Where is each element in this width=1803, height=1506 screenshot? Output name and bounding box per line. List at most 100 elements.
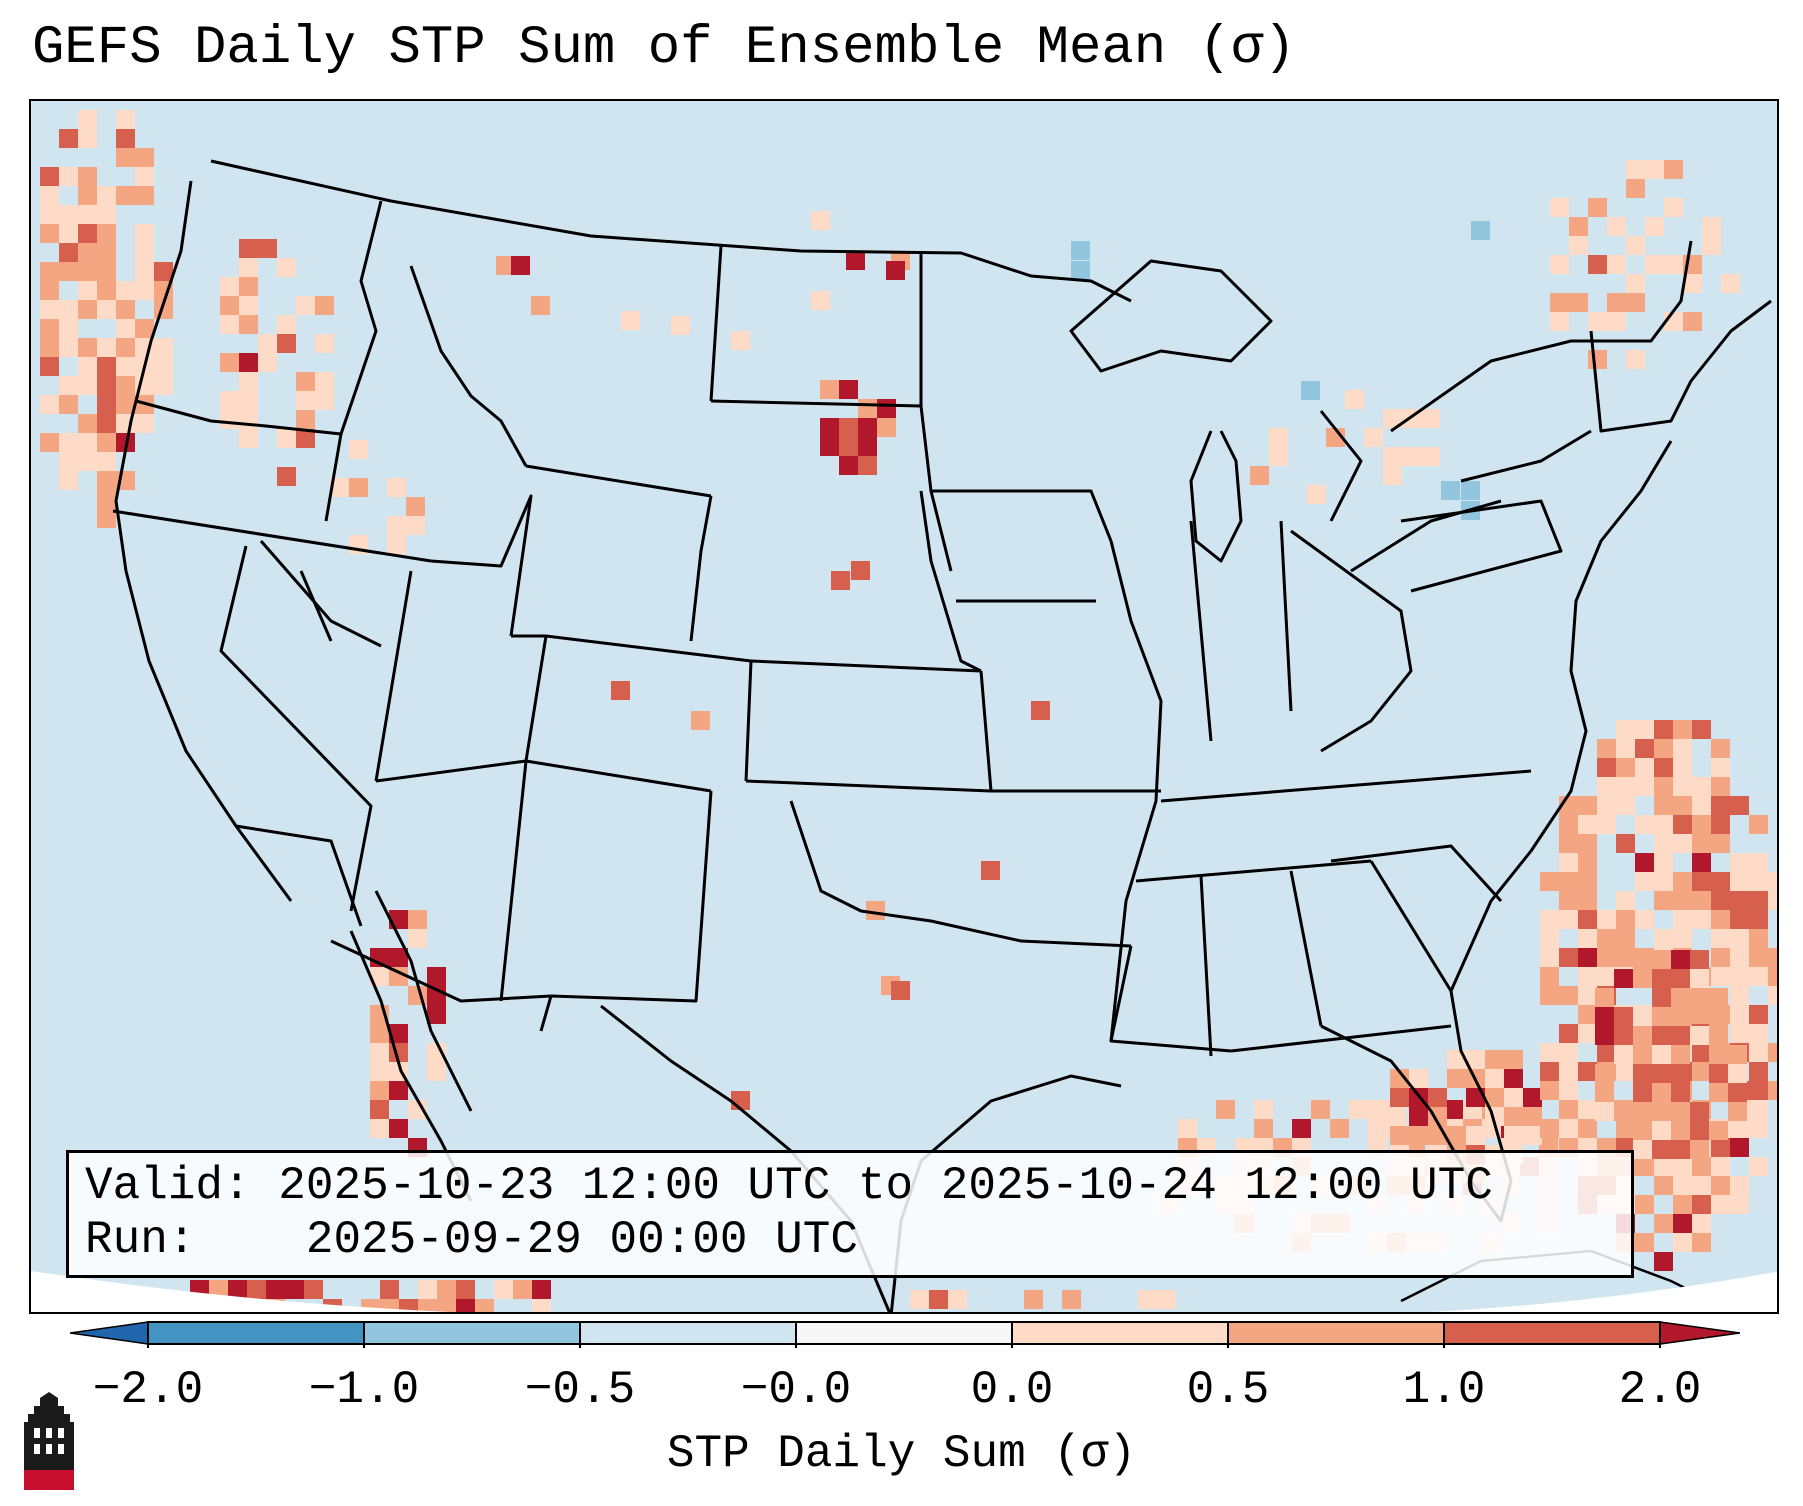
stp-cell bbox=[532, 1299, 551, 1312]
stp-cell bbox=[1709, 1064, 1728, 1083]
stp-cell bbox=[1645, 217, 1664, 236]
stp-cell bbox=[1616, 777, 1635, 796]
colorbar-bin-3 bbox=[580, 1322, 796, 1344]
stp-cell bbox=[78, 357, 97, 376]
stp-cell bbox=[1578, 1005, 1597, 1024]
stp-cell bbox=[97, 452, 116, 471]
stp-cell bbox=[239, 353, 258, 372]
stp-cell bbox=[1616, 1062, 1635, 1081]
stp-cell bbox=[1635, 1195, 1654, 1214]
stp-cell bbox=[40, 300, 59, 319]
colorbar-bin-5 bbox=[1012, 1322, 1228, 1344]
stp-cell bbox=[1654, 796, 1673, 815]
stp-cell bbox=[1692, 1005, 1711, 1024]
stp-cell bbox=[40, 224, 59, 243]
border-id-mt bbox=[409, 265, 528, 467]
stp-cell bbox=[135, 186, 154, 205]
stp-cell bbox=[1709, 1083, 1728, 1102]
stp-cell bbox=[1692, 872, 1711, 891]
stp-cell bbox=[811, 211, 830, 230]
stp-cell bbox=[1728, 1083, 1747, 1102]
stp-cell bbox=[97, 205, 116, 224]
stp-cell bbox=[1730, 1176, 1749, 1195]
stp-cell bbox=[1692, 720, 1711, 739]
stp-cell bbox=[1578, 815, 1597, 834]
stp-cell bbox=[78, 281, 97, 300]
border-tn-ms-al bbox=[1135, 859, 1372, 883]
stp-cell bbox=[1673, 796, 1692, 815]
stp-cell bbox=[1652, 1140, 1671, 1159]
stp-cell bbox=[1523, 1126, 1542, 1145]
stp-cell bbox=[135, 224, 154, 243]
canada-border bbox=[210, 159, 1132, 303]
stp-cell bbox=[1614, 1007, 1633, 1026]
stp-cell bbox=[116, 300, 135, 319]
border-mississippi-river bbox=[1109, 540, 1163, 1042]
stp-cell bbox=[40, 319, 59, 338]
stp-cell bbox=[513, 1280, 532, 1299]
stp-cell bbox=[1559, 834, 1578, 853]
stp-cell bbox=[1071, 241, 1090, 260]
stp-cell bbox=[1607, 312, 1626, 331]
stp-cell bbox=[78, 376, 97, 395]
stp-cell bbox=[1652, 988, 1671, 1007]
stp-cell bbox=[1597, 967, 1616, 986]
stp-cell bbox=[389, 967, 408, 986]
stp-cell bbox=[97, 357, 116, 376]
stp-cell bbox=[839, 456, 858, 475]
stp-cell bbox=[220, 315, 239, 334]
stp-cell bbox=[1654, 891, 1673, 910]
stp-cell bbox=[1626, 179, 1645, 198]
stp-cell bbox=[1635, 758, 1654, 777]
state-borders bbox=[112, 159, 1772, 1312]
stp-cell bbox=[1578, 1100, 1597, 1119]
stp-cell bbox=[858, 456, 877, 475]
stp-cell bbox=[820, 437, 839, 456]
stp-cell bbox=[427, 967, 446, 986]
stp-cell bbox=[277, 334, 296, 353]
pacific-coastline bbox=[114, 180, 293, 902]
stp-cell bbox=[220, 296, 239, 315]
stp-cell bbox=[886, 261, 905, 280]
stp-cell bbox=[277, 467, 296, 486]
stp-cell bbox=[1673, 1157, 1692, 1176]
projection-edge-left bbox=[31, 1271, 453, 1312]
stp-cell bbox=[1390, 1069, 1409, 1088]
stp-cell bbox=[1654, 1214, 1673, 1233]
stp-cell bbox=[78, 110, 97, 129]
stp-cell bbox=[418, 1299, 437, 1312]
stp-cell bbox=[1349, 1100, 1368, 1119]
stp-cell bbox=[877, 399, 896, 418]
stp-cell bbox=[1730, 1138, 1749, 1157]
stp-cell bbox=[1559, 1100, 1578, 1119]
stp-cell bbox=[1254, 1119, 1273, 1138]
border-ny-ne bbox=[1390, 240, 1693, 433]
stp-cell bbox=[1711, 777, 1730, 796]
run-line: Run: 2025-09-29 00:00 UTC bbox=[85, 1213, 1631, 1267]
stp-cell bbox=[877, 418, 896, 437]
stp-cell bbox=[494, 1280, 513, 1299]
stp-cell bbox=[858, 399, 877, 418]
stp-cell bbox=[1645, 255, 1664, 274]
new-england bbox=[1589, 299, 1772, 433]
stp-cell bbox=[135, 243, 154, 262]
stp-cell bbox=[1749, 1024, 1768, 1043]
stp-cell bbox=[1578, 872, 1597, 891]
stp-cell bbox=[1730, 948, 1749, 967]
stp-cell bbox=[1559, 815, 1578, 834]
border-id-wy-ut bbox=[430, 494, 533, 637]
stp-cell bbox=[1368, 1119, 1387, 1138]
stp-cell bbox=[1654, 929, 1673, 948]
border-mn-ia-wi bbox=[931, 489, 1113, 542]
stp-cell bbox=[1673, 891, 1692, 910]
stp-cell bbox=[1768, 986, 1777, 1005]
stp-cell bbox=[1711, 1138, 1730, 1157]
stp-cell bbox=[1540, 929, 1559, 948]
stp-cell bbox=[78, 452, 97, 471]
stp-cell bbox=[1711, 758, 1730, 777]
stp-cell bbox=[1671, 950, 1690, 969]
stp-cell bbox=[116, 357, 135, 376]
stp-cell bbox=[315, 372, 334, 391]
stp-cell bbox=[59, 224, 78, 243]
stp-cell bbox=[1730, 796, 1749, 815]
